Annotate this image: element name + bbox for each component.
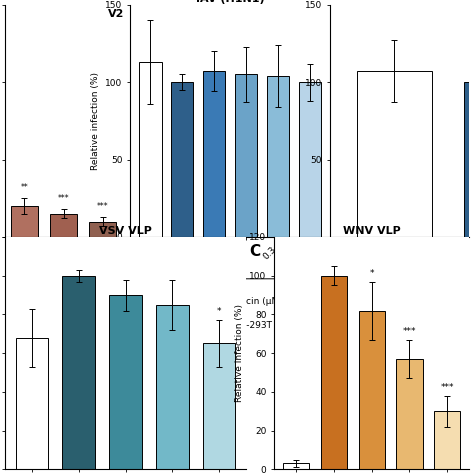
Text: C: C (249, 244, 260, 259)
Bar (139, 62, 162, 237)
Bar (63, 276, 95, 469)
Bar (464, 82, 474, 237)
Text: Duramycin (μM): Duramycin (μM) (210, 297, 283, 306)
Bar (203, 71, 225, 237)
Bar (235, 74, 257, 237)
Y-axis label: Relative infection (%): Relative infection (%) (235, 304, 244, 402)
Title: IAV (H1N1): IAV (H1N1) (196, 0, 264, 4)
Text: 1-293T: 1-293T (48, 320, 79, 329)
Bar (156, 305, 189, 469)
Text: V2: V2 (108, 9, 124, 19)
Bar (50, 214, 77, 237)
Bar (89, 221, 117, 237)
Bar (321, 276, 347, 469)
Bar (299, 82, 321, 237)
Bar (434, 411, 460, 469)
Bar (16, 337, 48, 469)
Bar (10, 206, 38, 237)
Bar (267, 76, 289, 237)
Bar (171, 82, 193, 237)
Text: ***: *** (440, 383, 454, 392)
Bar (202, 344, 235, 469)
Title: WNV VLP: WNV VLP (343, 226, 401, 236)
Text: ***: *** (97, 201, 109, 210)
Text: ***: *** (58, 194, 69, 203)
Y-axis label: Relative infection (%): Relative infection (%) (91, 72, 100, 170)
Bar (396, 359, 423, 469)
Text: **: ** (20, 183, 28, 192)
Bar (357, 71, 432, 237)
Bar (283, 464, 310, 469)
Text: *: * (369, 269, 374, 278)
Text: *: * (217, 307, 221, 316)
Title: VSV VLP: VSV VLP (99, 226, 152, 236)
Text: hTIM1-293T: hTIM1-293T (219, 320, 273, 329)
Bar (358, 310, 385, 469)
Bar (109, 295, 142, 469)
Text: ***: *** (403, 327, 416, 336)
Text: Duramycin (μM): Duramycin (μM) (27, 297, 100, 306)
